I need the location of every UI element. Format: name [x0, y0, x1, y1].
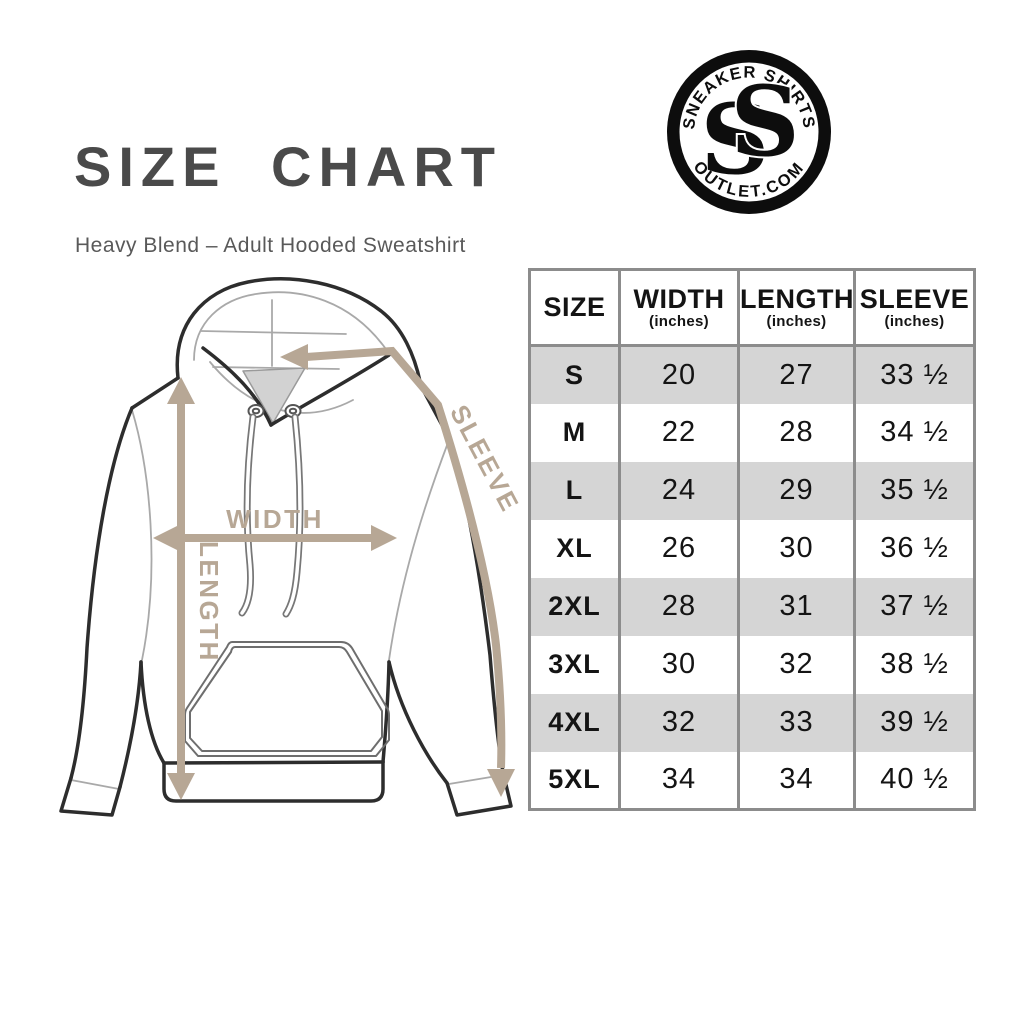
- measurement-arrows: WIDTH LENGTH SLEEVE: [153, 344, 526, 800]
- row-width-value: 34: [618, 751, 739, 810]
- row-width-value: 22: [618, 403, 739, 462]
- row-length-value: 34: [737, 751, 855, 810]
- row-size-label: M: [562, 417, 587, 447]
- hoodie-drawing: [59, 277, 513, 817]
- drawstring-eyelets: [247, 404, 302, 418]
- row-length-value: 31: [737, 577, 855, 636]
- brand-logo: SNEAKER SHIRTS OUTLET.COM S S: [667, 50, 831, 214]
- sleeve-arrow: [280, 344, 515, 797]
- row-width-value: 26: [618, 519, 739, 578]
- row-length-value: 30: [737, 519, 855, 578]
- row-size-label: 5XL: [548, 764, 601, 795]
- size-row-L: L 24 29 35 ½: [529, 461, 975, 520]
- row-sleeve-value: 38 ½: [853, 635, 975, 694]
- size-row-3XL: 3XL 30 32 38 ½: [530, 635, 975, 694]
- row-size-label: 3XL: [548, 649, 601, 679]
- hood-outline: [175, 277, 423, 388]
- right-cuff: [445, 770, 513, 817]
- row-size-label: XL: [556, 533, 593, 563]
- length-arrow: [167, 377, 195, 800]
- length-arrow-label: LENGTH: [194, 541, 224, 663]
- row-sleeve-value: 34 ½: [853, 403, 975, 462]
- row-size-label: S: [564, 359, 584, 390]
- row-width-value: 20: [618, 345, 739, 404]
- column-header-size: SIZE: [529, 269, 620, 347]
- sleeve-arrow-label: SLEEVE: [444, 400, 526, 518]
- page-title: SIZE CHART: [74, 135, 502, 198]
- row-sleeve-value: 36 ½: [853, 519, 975, 578]
- size-row-2XL: 2XL 28 31 37 ½: [529, 577, 975, 636]
- width-arrow-label: WIDTH: [226, 504, 324, 534]
- size-row-5XL: 5XL 34 34 40 ½: [530, 751, 975, 810]
- column-header-length: LENGTH (inches): [737, 269, 855, 347]
- row-width-value: 30: [618, 635, 739, 694]
- row-size-label: 2XL: [548, 591, 601, 621]
- drawstrings: [238, 413, 304, 618]
- size-table-header-row: SIZE WIDTH (inches) LENGTH (inches) SLEEVE (in…: [529, 269, 975, 347]
- size-table-body: S 20 27 33 ½ M 22 28 34 ½ L 24 29 35 ½ XL 26 30 36 ½ 2XL…: [529, 345, 975, 810]
- row-sleeve-value: 39 ½: [853, 693, 975, 752]
- row-width-value: 24: [618, 461, 739, 520]
- size-row-4XL: 4XL 32 33 39 ½: [529, 693, 975, 752]
- page-subtitle: Heavy Blend – Adult Hooded Sweatshirt: [75, 234, 466, 257]
- svg-text:S: S: [730, 65, 799, 178]
- left-cuff: [59, 776, 122, 817]
- size-table: SIZE WIDTH (inches) LENGTH (inches) SLEEVE (in…: [528, 268, 976, 811]
- row-width-value: 32: [618, 693, 739, 752]
- svg-text:S: S: [700, 83, 769, 196]
- row-sleeve-value: 35 ½: [853, 461, 975, 520]
- row-length-value: 29: [737, 461, 855, 520]
- row-length-value: 28: [737, 403, 855, 462]
- size-row-M: M 22 28 34 ½: [530, 403, 975, 462]
- column-header-width: WIDTH (inches): [618, 269, 739, 347]
- row-sleeve-value: 40 ½: [853, 751, 975, 810]
- row-size-label: 4XL: [548, 707, 601, 737]
- logo-inner-disc: [679, 62, 819, 202]
- hem-band: [162, 760, 385, 765]
- kangaroo-pocket: [184, 641, 390, 757]
- hood-neck-triangle: [242, 367, 306, 424]
- logo-ss-monogram: S S: [700, 63, 801, 196]
- column-header-sleeve: SLEEVE (inches): [853, 269, 975, 347]
- width-arrow: [153, 525, 397, 551]
- row-sleeve-value: 33 ½: [853, 345, 975, 404]
- row-size-label: L: [565, 475, 584, 505]
- row-length-value: 32: [737, 635, 855, 694]
- row-width-value: 28: [618, 577, 739, 636]
- row-length-value: 33: [737, 693, 855, 752]
- size-row-S: S 20 27 33 ½: [529, 345, 975, 404]
- size-row-XL: XL 26 30 36 ½: [530, 519, 975, 578]
- row-sleeve-value: 37 ½: [853, 577, 975, 636]
- row-length-value: 27: [737, 345, 855, 404]
